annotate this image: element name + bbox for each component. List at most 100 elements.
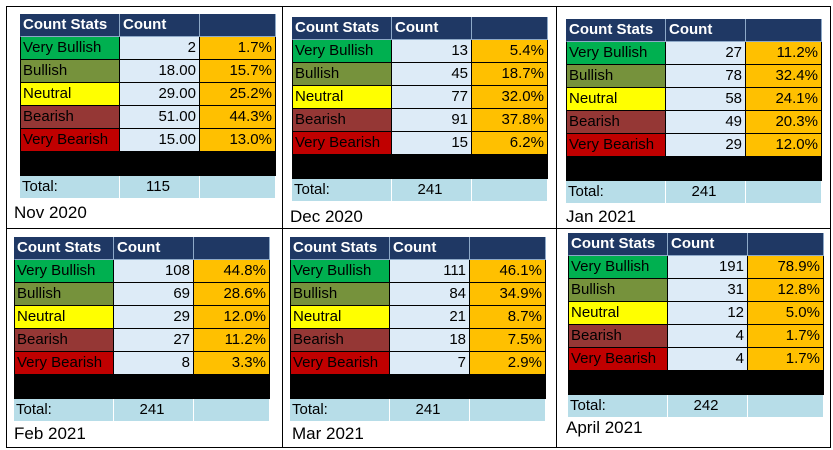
table-header-row: Count Stats Count bbox=[568, 233, 824, 256]
total-row: Total: 241 bbox=[290, 399, 546, 422]
table-header-row: Count Stats Count bbox=[14, 237, 270, 260]
count-value: 21 bbox=[390, 306, 470, 329]
count-value: 18.00 bbox=[120, 60, 200, 83]
table-row-very-bearish: Very Bearish 29 12.0% bbox=[566, 134, 822, 157]
total-value: 115 bbox=[120, 176, 200, 199]
total-label: Total: bbox=[568, 395, 668, 418]
black-separator-row bbox=[14, 375, 270, 399]
count-value: 29 bbox=[114, 306, 194, 329]
row-label-bullish: Bullish bbox=[568, 279, 668, 302]
percent-value: 28.6% bbox=[194, 283, 270, 306]
total-label: Total: bbox=[20, 176, 120, 199]
header-count-stats: Count Stats bbox=[290, 237, 390, 260]
table-row-neutral: Neutral 58 24.1% bbox=[566, 88, 822, 111]
percent-value: 34.9% bbox=[470, 283, 546, 306]
count-value: 18 bbox=[390, 329, 470, 352]
total-label: Total: bbox=[14, 399, 114, 422]
row-label-neutral: Neutral bbox=[290, 306, 390, 329]
table-header-row: Count Stats Count bbox=[292, 17, 548, 40]
black-separator-row bbox=[568, 371, 824, 395]
total-value: 242 bbox=[668, 395, 748, 418]
black-separator-row bbox=[566, 157, 822, 181]
total-blank bbox=[748, 395, 824, 418]
count-value: 29.00 bbox=[120, 83, 200, 106]
table-row-bearish: Bearish 91 37.8% bbox=[292, 109, 548, 132]
percent-value: 18.7% bbox=[472, 63, 548, 86]
month-caption: April 2021 bbox=[566, 418, 643, 437]
total-blank bbox=[746, 181, 822, 204]
total-row: Total: 115 bbox=[20, 176, 276, 199]
row-label-very-bearish: Very Bearish bbox=[14, 352, 114, 375]
table-row-very-bearish: Very Bearish 8 3.3% bbox=[14, 352, 270, 375]
month-caption: Nov 2020 bbox=[14, 203, 87, 222]
table-row-bearish: Bearish 51.00 44.3% bbox=[20, 106, 276, 129]
count-value: 15 bbox=[392, 132, 472, 155]
table-header-row: Count Stats Count bbox=[566, 19, 822, 42]
table-row-bullish: Bullish 31 12.8% bbox=[568, 279, 824, 302]
header-blank bbox=[748, 233, 824, 256]
header-blank bbox=[472, 17, 548, 40]
percent-value: 15.7% bbox=[200, 60, 276, 83]
percent-value: 12.0% bbox=[194, 306, 270, 329]
header-blank bbox=[200, 14, 276, 37]
total-row: Total: 242 bbox=[568, 395, 824, 418]
row-label-bearish: Bearish bbox=[20, 106, 120, 129]
row-label-neutral: Neutral bbox=[14, 306, 114, 329]
percent-value: 32.4% bbox=[746, 65, 822, 88]
header-count-stats: Count Stats bbox=[292, 17, 392, 40]
count-value: 58 bbox=[666, 88, 746, 111]
percent-value: 7.5% bbox=[470, 329, 546, 352]
grid-border-col2 bbox=[556, 6, 557, 448]
total-label: Total: bbox=[290, 399, 390, 422]
month-caption: Feb 2021 bbox=[14, 424, 86, 443]
table-row-very-bearish: Very Bearish 7 2.9% bbox=[290, 352, 546, 375]
count-value: 191 bbox=[668, 256, 748, 279]
grid-border-right bbox=[830, 6, 831, 448]
percent-value: 6.2% bbox=[472, 132, 548, 155]
row-label-very-bullish: Very Bullish bbox=[292, 40, 392, 63]
total-blank bbox=[200, 176, 276, 199]
table-row-very-bullish: Very Bullish 108 44.8% bbox=[14, 260, 270, 283]
table-row-bearish: Bearish 27 11.2% bbox=[14, 329, 270, 352]
grid-border-middle bbox=[6, 228, 831, 229]
row-label-bearish: Bearish bbox=[292, 109, 392, 132]
total-label: Total: bbox=[292, 179, 392, 202]
count-value: 69 bbox=[114, 283, 194, 306]
row-label-very-bullish: Very Bullish bbox=[566, 42, 666, 65]
total-row: Total: 241 bbox=[566, 181, 822, 204]
percent-value: 1.7% bbox=[748, 348, 824, 371]
row-label-bullish: Bullish bbox=[292, 63, 392, 86]
table-row-neutral: Neutral 12 5.0% bbox=[568, 302, 824, 325]
header-count: Count bbox=[392, 17, 472, 40]
header-count: Count bbox=[390, 237, 470, 260]
count-stats-table: Count Stats Count Very Bullish 111 46.1% Bull… bbox=[290, 237, 546, 422]
grid-border-bottom bbox=[6, 447, 831, 448]
row-label-very-bearish: Very Bearish bbox=[566, 134, 666, 157]
row-label-very-bearish: Very Bearish bbox=[568, 348, 668, 371]
table-row-bullish: Bullish 45 18.7% bbox=[292, 63, 548, 86]
table-row-neutral: Neutral 29 12.0% bbox=[14, 306, 270, 329]
count-value: 84 bbox=[390, 283, 470, 306]
percent-value: 24.1% bbox=[746, 88, 822, 111]
percent-value: 46.1% bbox=[470, 260, 546, 283]
row-label-bearish: Bearish bbox=[14, 329, 114, 352]
row-label-neutral: Neutral bbox=[568, 302, 668, 325]
percent-value: 12.8% bbox=[748, 279, 824, 302]
total-row: Total: 241 bbox=[14, 399, 270, 422]
table-header-row: Count Stats Count bbox=[20, 14, 276, 37]
count-value: 8 bbox=[114, 352, 194, 375]
count-stats-table: Count Stats Count Very Bullish 2 1.7% Bullish… bbox=[20, 14, 276, 199]
black-separator-row bbox=[290, 375, 546, 399]
row-label-very-bullish: Very Bullish bbox=[290, 260, 390, 283]
table-row-bullish: Bullish 78 32.4% bbox=[566, 65, 822, 88]
grid-border-top bbox=[6, 6, 831, 7]
header-blank bbox=[194, 237, 270, 260]
header-count-stats: Count Stats bbox=[566, 19, 666, 42]
black-separator-row bbox=[292, 155, 548, 179]
count-value: 78 bbox=[666, 65, 746, 88]
count-value: 13 bbox=[392, 40, 472, 63]
count-value: 7 bbox=[390, 352, 470, 375]
total-value: 241 bbox=[666, 181, 746, 204]
table-row-very-bullish: Very Bullish 111 46.1% bbox=[290, 260, 546, 283]
table-row-neutral: Neutral 29.00 25.2% bbox=[20, 83, 276, 106]
